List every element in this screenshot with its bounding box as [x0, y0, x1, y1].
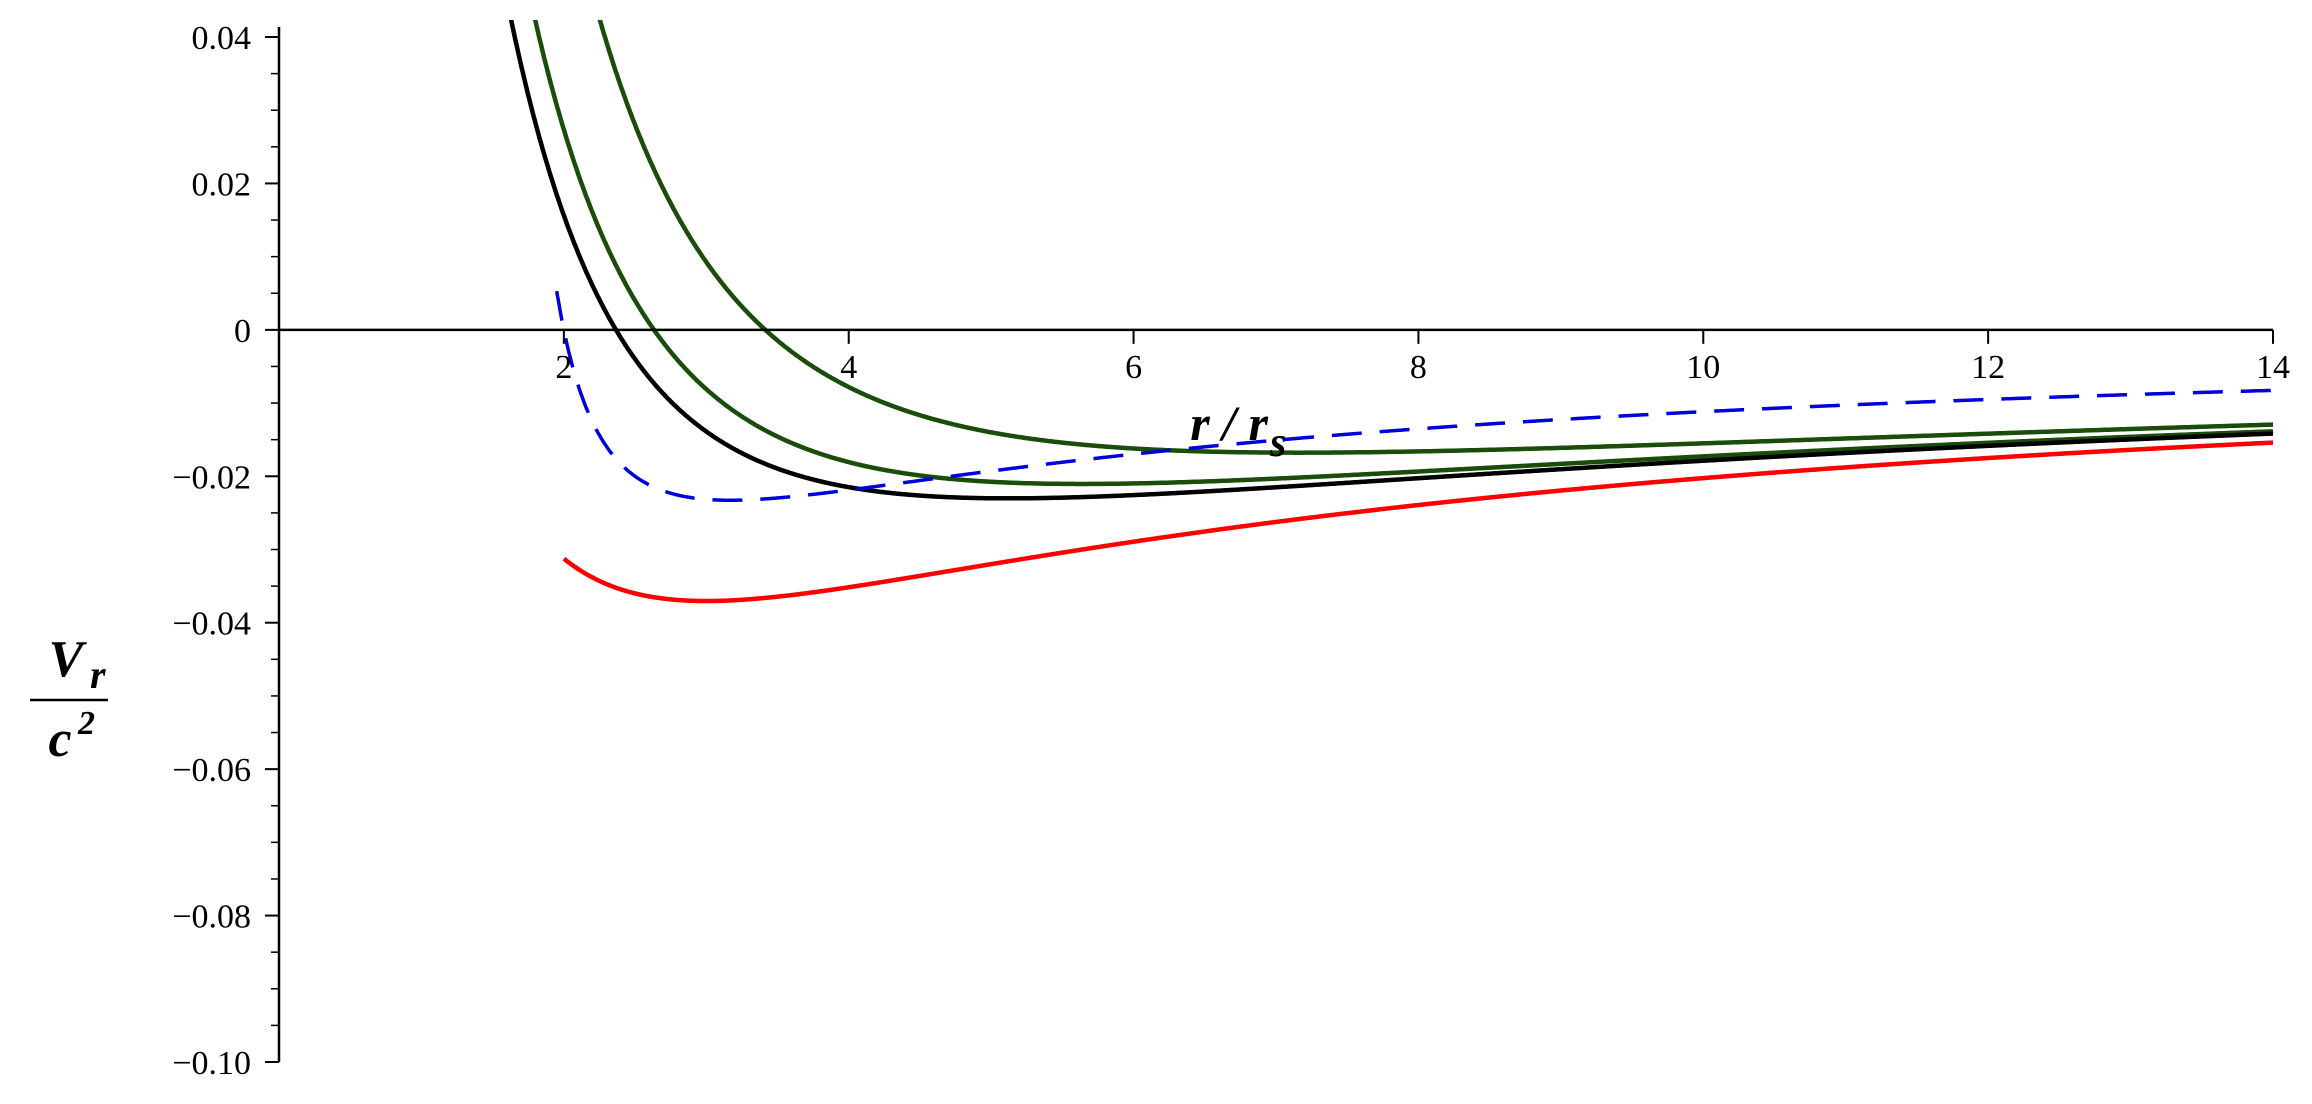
series-line-2 — [508, 20, 2275, 501]
x-axis-title-sub: s — [1269, 420, 1286, 466]
y-axis-title-num: V — [49, 631, 88, 688]
x-tick-label: 6 — [1125, 349, 1142, 386]
y-tick-label: −0.10 — [172, 1045, 251, 1082]
y-tick-label: −0.04 — [172, 606, 251, 643]
y-tick-label: −0.06 — [172, 752, 251, 789]
x-axis-title-main: r / r — [1190, 395, 1268, 451]
axes — [277, 27, 2273, 1062]
y-tick-label: 0.04 — [192, 20, 252, 57]
x-tick-label: 4 — [840, 349, 857, 386]
series-line-0 — [597, 20, 2275, 455]
x-tick-label: 8 — [1410, 349, 1427, 386]
x-tick-label: 10 — [1686, 349, 1720, 386]
series-line-3 — [562, 440, 2275, 604]
series-line-4 — [554, 290, 2275, 502]
x-axis-title: r / r s — [1190, 395, 1286, 466]
y-tick-label: 0 — [234, 313, 251, 350]
y-axis-title-den-sup: 2 — [77, 705, 95, 742]
ticks: 0.04 0.02 0 −0.02 −0.04 −0.06 −0.08 −0.10 2 4 6 8 10… — [172, 20, 2290, 1082]
y-axis-title-num-sub: r — [90, 652, 106, 697]
x-tick-label: 12 — [1971, 349, 2005, 386]
y-axis-title-den: c — [48, 711, 71, 768]
series-group — [508, 20, 2275, 604]
series-line-1 — [532, 20, 2275, 487]
x-tick-label: 14 — [2256, 349, 2290, 386]
y-tick-label: −0.02 — [172, 459, 251, 496]
y-axis-title: V r c 2 — [30, 631, 108, 768]
y-tick-label: 0.02 — [192, 166, 252, 203]
x-tick-label: 2 — [555, 349, 572, 386]
y-tick-label: −0.08 — [172, 899, 251, 936]
